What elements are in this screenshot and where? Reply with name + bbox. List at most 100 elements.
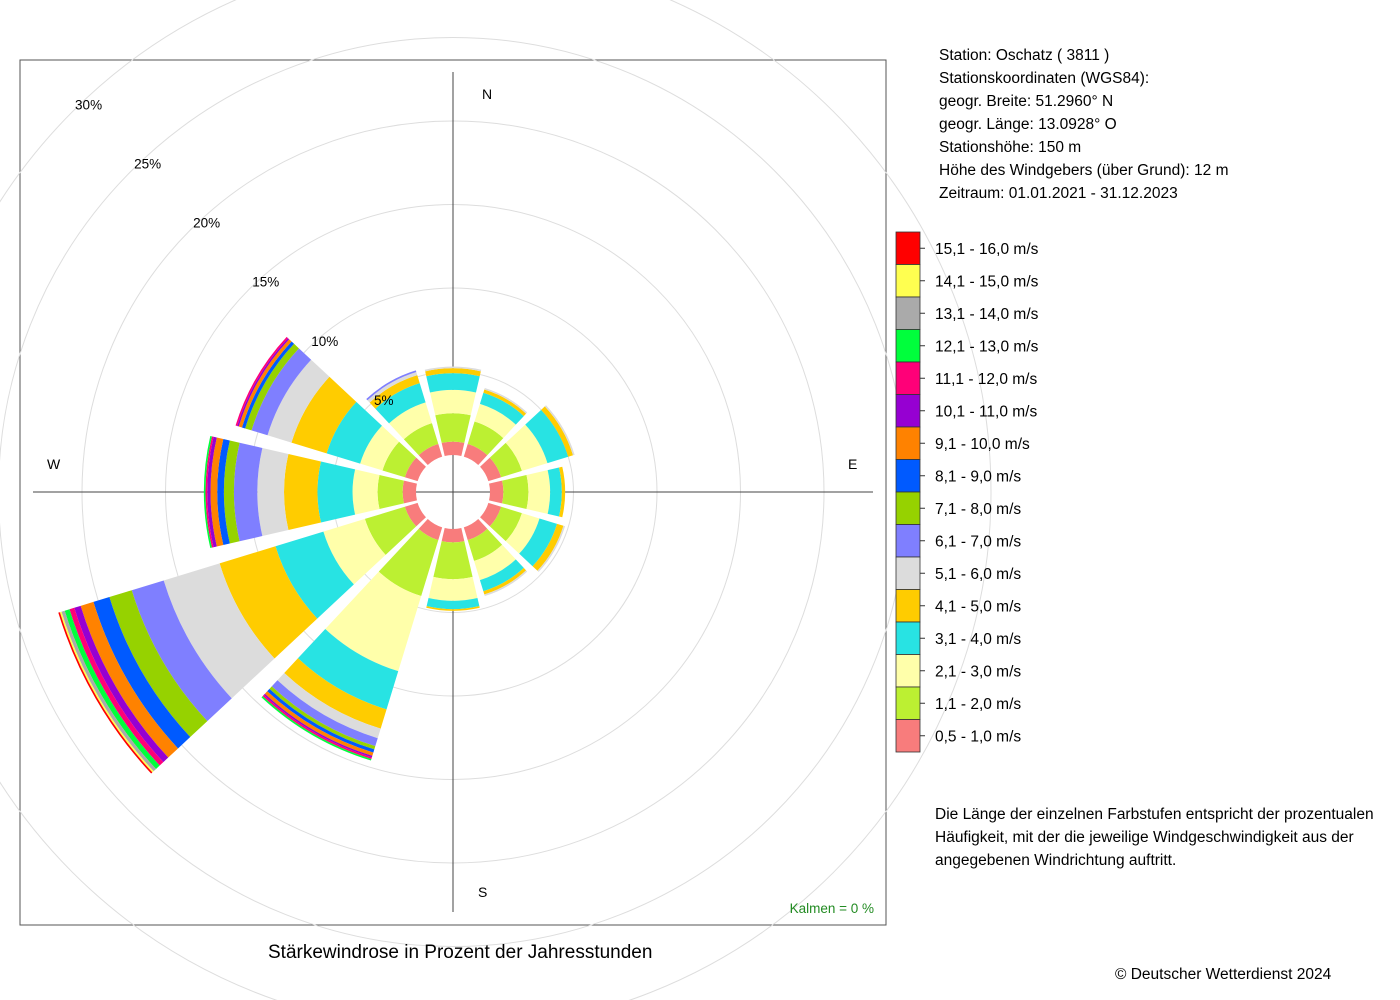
sector-segment [547, 467, 562, 517]
sector-segment [532, 523, 564, 571]
explanation-note: Die Länge der einzelnen Farbstufen entsp… [935, 806, 1374, 869]
sector-segment [544, 405, 575, 456]
sector-segment [367, 371, 418, 403]
sector-segment [364, 506, 417, 555]
sector-segment [480, 457, 502, 482]
sector-segment [275, 531, 354, 619]
sector-segment [64, 609, 160, 769]
sector-segment [404, 502, 426, 527]
sector-segment [474, 403, 516, 439]
sector-segment [233, 442, 263, 542]
sector-segment [217, 438, 230, 546]
sector-segment [463, 443, 488, 465]
sector-segment [479, 392, 524, 425]
radial-tick-label: 25% [134, 157, 161, 172]
sector-segment [467, 421, 504, 456]
sector-segment [375, 383, 426, 424]
sector-segment [484, 387, 528, 414]
sector-segment [267, 688, 375, 753]
sector-segment [541, 406, 574, 457]
sector-segment [241, 341, 295, 429]
station-coordinates-heading: Stationskoordinaten (WGS84): [939, 70, 1150, 87]
sector-segment [284, 453, 321, 531]
sector-segment [378, 528, 439, 597]
sector-segment [109, 590, 208, 738]
sector-segment [489, 442, 522, 478]
sector-segment [245, 343, 299, 431]
sector-segment [425, 368, 481, 377]
sector-segment [131, 580, 232, 722]
sector-segment [69, 607, 164, 766]
station-info: Station: Oschatz ( 3811 ) Stationskoordi… [939, 44, 1228, 205]
anemometer-height: Höhe des Windgebers (über Grund): 12 m [939, 162, 1229, 179]
radial-tick-label: 15% [252, 275, 279, 290]
sector-segment [269, 686, 376, 750]
sector-segment [403, 423, 439, 456]
sector-segment [369, 375, 420, 409]
sector-segment [257, 447, 289, 537]
station-altitude: Stationshöhe: 150 m [939, 139, 1082, 156]
sector-segment [297, 628, 399, 710]
sector-segment [519, 518, 558, 567]
grid-circle [0, 0, 992, 1000]
sector-segment [559, 466, 566, 518]
direction-label-n: N [482, 86, 492, 102]
sector-segment [223, 440, 240, 544]
wind-sectors [58, 336, 575, 774]
sector-segment [484, 570, 528, 597]
sector-segment [219, 546, 318, 659]
station-name: Station: Oschatz ( 3811 ) [939, 47, 1110, 64]
sector-segment [474, 544, 516, 581]
sector-segment [251, 348, 312, 436]
sector-segment [426, 373, 480, 393]
sector-segment [502, 475, 529, 509]
sector-segment [277, 672, 381, 739]
sector-segment [418, 443, 443, 465]
sector-segment [291, 376, 357, 454]
sector-segment [426, 598, 480, 610]
sector-segment [526, 470, 551, 514]
station-latitude: geogr. Breite: 51.2960° N [939, 93, 1114, 110]
sector-segment [207, 436, 217, 548]
sector-segment [483, 389, 527, 417]
sector-segment [366, 370, 417, 401]
sector-segment [489, 506, 522, 542]
sector-segment [74, 605, 169, 763]
sector-segment [505, 513, 540, 554]
sector-segment [467, 528, 503, 561]
sector-segment [404, 457, 426, 482]
sector-segment [428, 576, 478, 601]
sector-segment [426, 606, 480, 611]
sector-segment [163, 563, 275, 699]
direction-label-w: W [47, 456, 61, 472]
sector-segment [424, 366, 482, 372]
time-period: Zeitraum: 01.01.2021 - 31.12.2023 [939, 185, 1178, 202]
sector-segment [210, 437, 224, 547]
sector-segment [441, 528, 465, 543]
sector-segment [205, 436, 214, 548]
radial-tick-labels: 5% 10% 15% 20% 25% 30% [75, 98, 393, 408]
sector-segment [418, 519, 443, 541]
sector-segment [463, 519, 488, 541]
radial-tick-label: 10% [311, 334, 338, 349]
chart-title: Stärkewindrose in Prozent der Jahresstun… [268, 942, 653, 963]
sector-segment [480, 502, 502, 527]
sector-segment [360, 425, 400, 471]
sector-segment [382, 441, 417, 478]
sector-segment [267, 359, 330, 443]
sector-segment [323, 518, 386, 585]
direction-label-s: S [478, 884, 487, 900]
sector-segment [93, 597, 191, 749]
radial-tick-label: 20% [193, 216, 220, 231]
sector-segment [537, 525, 566, 572]
calm-label: Kalmen = 0 % [790, 901, 874, 916]
sector-segment [525, 409, 569, 464]
direction-label-e: E [848, 456, 857, 472]
sector-segment [271, 680, 378, 747]
sector-segment [377, 475, 404, 509]
sector-segment [326, 401, 382, 464]
sector-segment [441, 441, 465, 456]
sector-segment [284, 658, 387, 729]
sector-segment [483, 567, 527, 595]
